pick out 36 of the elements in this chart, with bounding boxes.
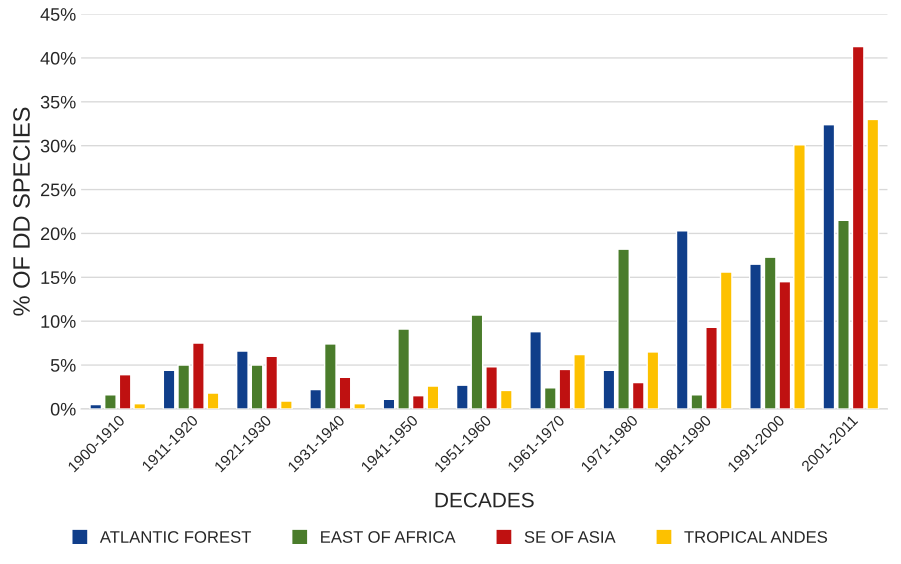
- bar: [280, 400, 293, 409]
- x-axis-title: DECADES: [436, 492, 534, 508]
- legend-label: EAST OF AFRICA: [321, 531, 456, 543]
- bar: [646, 351, 660, 409]
- y-tick-label: 45%: [40, 8, 76, 21]
- y-tick-label: 10%: [41, 315, 76, 328]
- y-tick-label: 5%: [50, 359, 76, 372]
- legend-label: SE OF ASIA: [524, 531, 616, 543]
- y-tick-label: 15%: [41, 271, 76, 284]
- legend-label: TROPICAL ANDES: [684, 531, 828, 543]
- bar: [632, 382, 645, 409]
- bar: [456, 384, 469, 409]
- bar: [353, 402, 366, 409]
- bar: [544, 387, 557, 409]
- y-tick-label: 25%: [41, 184, 76, 196]
- bar: [764, 256, 777, 409]
- bar: [720, 271, 733, 409]
- y-tick-label: 20%: [41, 227, 76, 240]
- legend-label: ATLANTIC FOREST: [100, 531, 252, 543]
- bar: [866, 118, 880, 409]
- bar: [412, 395, 425, 409]
- y-axis-title: % OF DD SPECIES: [13, 108, 30, 316]
- bar: [309, 388, 322, 409]
- y-tick-label: 30%: [40, 140, 76, 152]
- y-tick-label: 40%: [40, 52, 76, 65]
- bar: [162, 370, 176, 409]
- bar: [426, 385, 440, 409]
- bar: [529, 331, 542, 409]
- y-tick-label: 35%: [40, 96, 76, 109]
- bar: [177, 364, 190, 409]
- y-tick-label: 0%: [50, 402, 76, 416]
- bar: [676, 230, 689, 409]
- bar: [500, 390, 513, 409]
- bar: [265, 356, 278, 409]
- bar: [749, 263, 762, 409]
- bar: [133, 402, 146, 409]
